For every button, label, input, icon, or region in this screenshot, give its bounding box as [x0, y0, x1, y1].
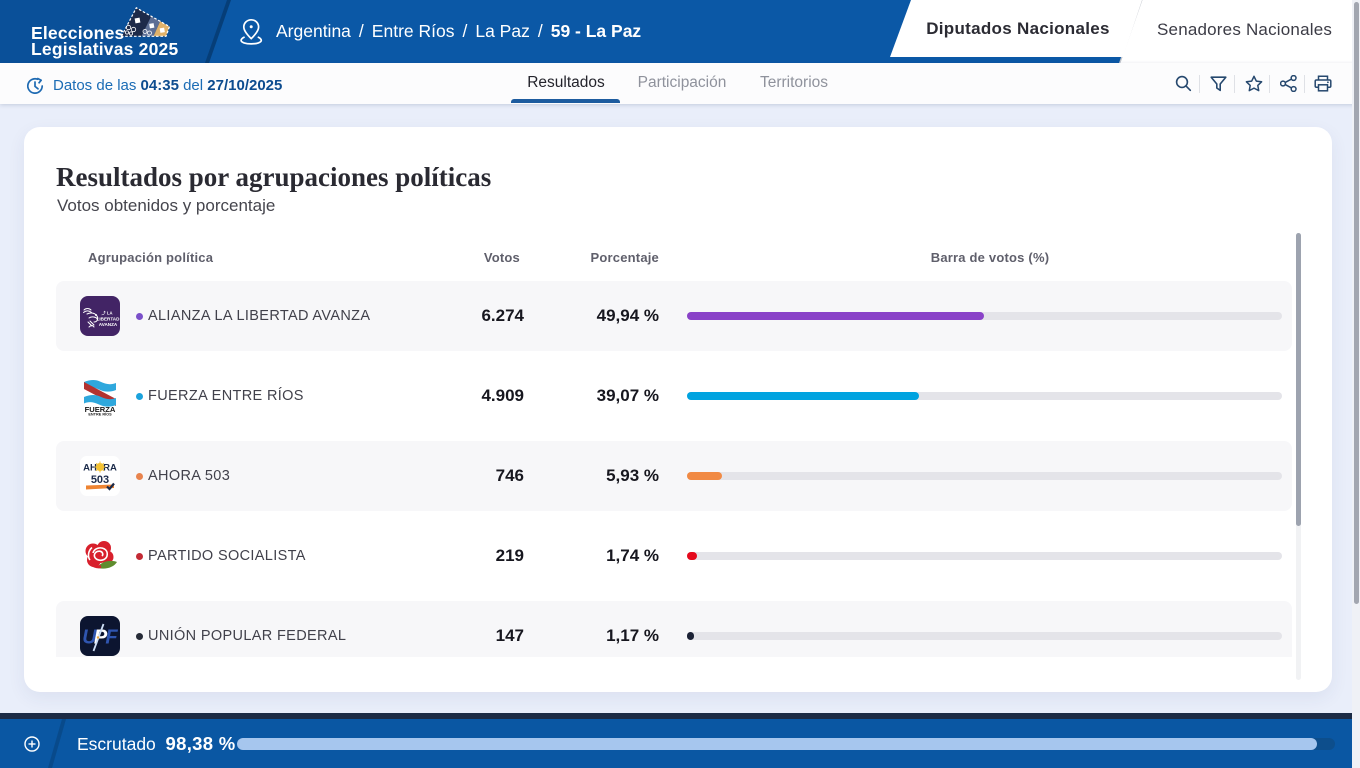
svg-text:ENTRE RÍOS: ENTRE RÍOS [88, 412, 112, 417]
svg-text:RA: RA [103, 463, 117, 474]
svg-text:AVANZA: AVANZA [99, 322, 118, 327]
svg-text:503: 503 [91, 474, 109, 486]
svg-text:FUERZA: FUERZA [85, 405, 116, 414]
svg-text:LIBERTAD: LIBERTAD [97, 317, 120, 322]
svg-text:F: F [105, 627, 118, 649]
svg-text:⤴ LA: ⤴ LA [102, 310, 113, 317]
svg-text:AH: AH [83, 463, 97, 474]
svg-text:U: U [82, 627, 97, 649]
